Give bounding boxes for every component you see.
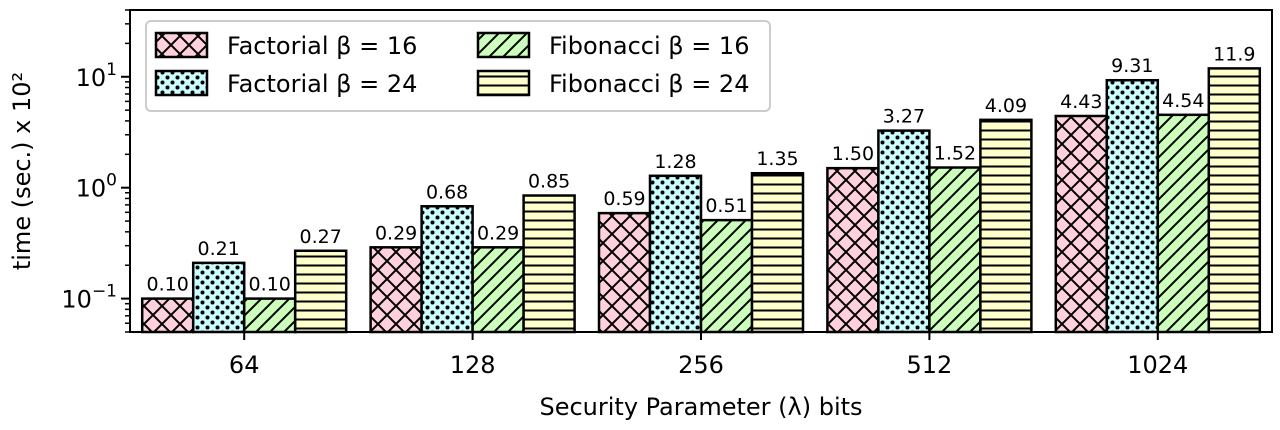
data-label: 0.21 [198,238,240,260]
bar [1054,114,1109,334]
data-label: 0.51 [705,195,747,217]
data-label: 0.68 [426,181,468,203]
bar [471,246,525,334]
bar [826,166,880,334]
y-tick-label: 100 [76,171,117,203]
x-tick-label: 64 [229,351,260,379]
y-tick-label: 10−1 [61,282,117,314]
y-axis-ticks: 10−1 100 101 [61,9,130,333]
data-label: 0.27 [300,226,342,248]
bar [928,166,982,334]
legend-frame [145,20,771,112]
x-tick-label: 512 [906,351,952,379]
x-tick-label: 256 [678,351,724,379]
legend-swatch [154,31,209,59]
data-label: 1.50 [832,143,874,165]
bar [140,297,195,334]
x-tick-label: 128 [450,351,496,379]
data-label: 1.52 [934,143,976,165]
data-label: 0.10 [147,274,189,296]
data-label: 0.29 [477,222,519,244]
bar [1207,67,1262,334]
legend-entry: Fibonacci β = 16 [549,32,749,60]
legend-entry: Fibonacci β = 24 [549,70,749,98]
data-label: 1.28 [654,151,696,173]
bar [1156,113,1211,334]
bar [1105,78,1160,334]
legend-entry: Factorial β = 16 [227,32,417,60]
data-label: 0.59 [603,188,645,210]
data-label: 4.43 [1060,91,1102,113]
bar [242,297,297,334]
bars-group [140,67,1262,334]
bar [293,249,348,334]
legend: Factorial β = 16 Factorial β = 24 Fibonacc… [145,20,771,112]
legend-swatch [476,69,531,97]
data-label: 9.31 [1111,55,1153,77]
legend-swatch [476,31,531,59]
x-axis-ticks: 64 128 256 512 1024 [229,332,1188,379]
data-label: 4.09 [985,95,1027,117]
x-axis-label: Security Parameter (λ) bits [539,393,862,421]
bar [979,118,1033,334]
bar [699,218,754,334]
x-tick-label: 1024 [1127,351,1188,379]
y-tick-label: 101 [76,60,117,92]
bar [877,129,931,334]
data-label: 1.35 [756,148,798,170]
legend-swatch [154,69,209,97]
data-label: 0.29 [375,222,417,244]
bar [648,174,703,334]
data-label: 3.27 [883,106,925,128]
bar [750,171,805,334]
y-axis-label: time (sec.) x 10² [8,72,36,270]
bar [597,211,652,334]
bar [191,261,246,334]
data-label: 4.54 [1162,90,1204,112]
data-labels-group: 0.10 0.29 0.59 1.50 4.43 0.21 0.68 1.28 3.27 9.31… [147,43,1256,295]
legend-entry: Factorial β = 24 [227,70,417,98]
bar [420,205,474,334]
data-label: 0.85 [528,171,570,193]
bar [522,194,576,334]
data-label: 0.10 [249,274,291,296]
data-label: 11.9 [1213,43,1255,65]
bar [369,246,423,334]
